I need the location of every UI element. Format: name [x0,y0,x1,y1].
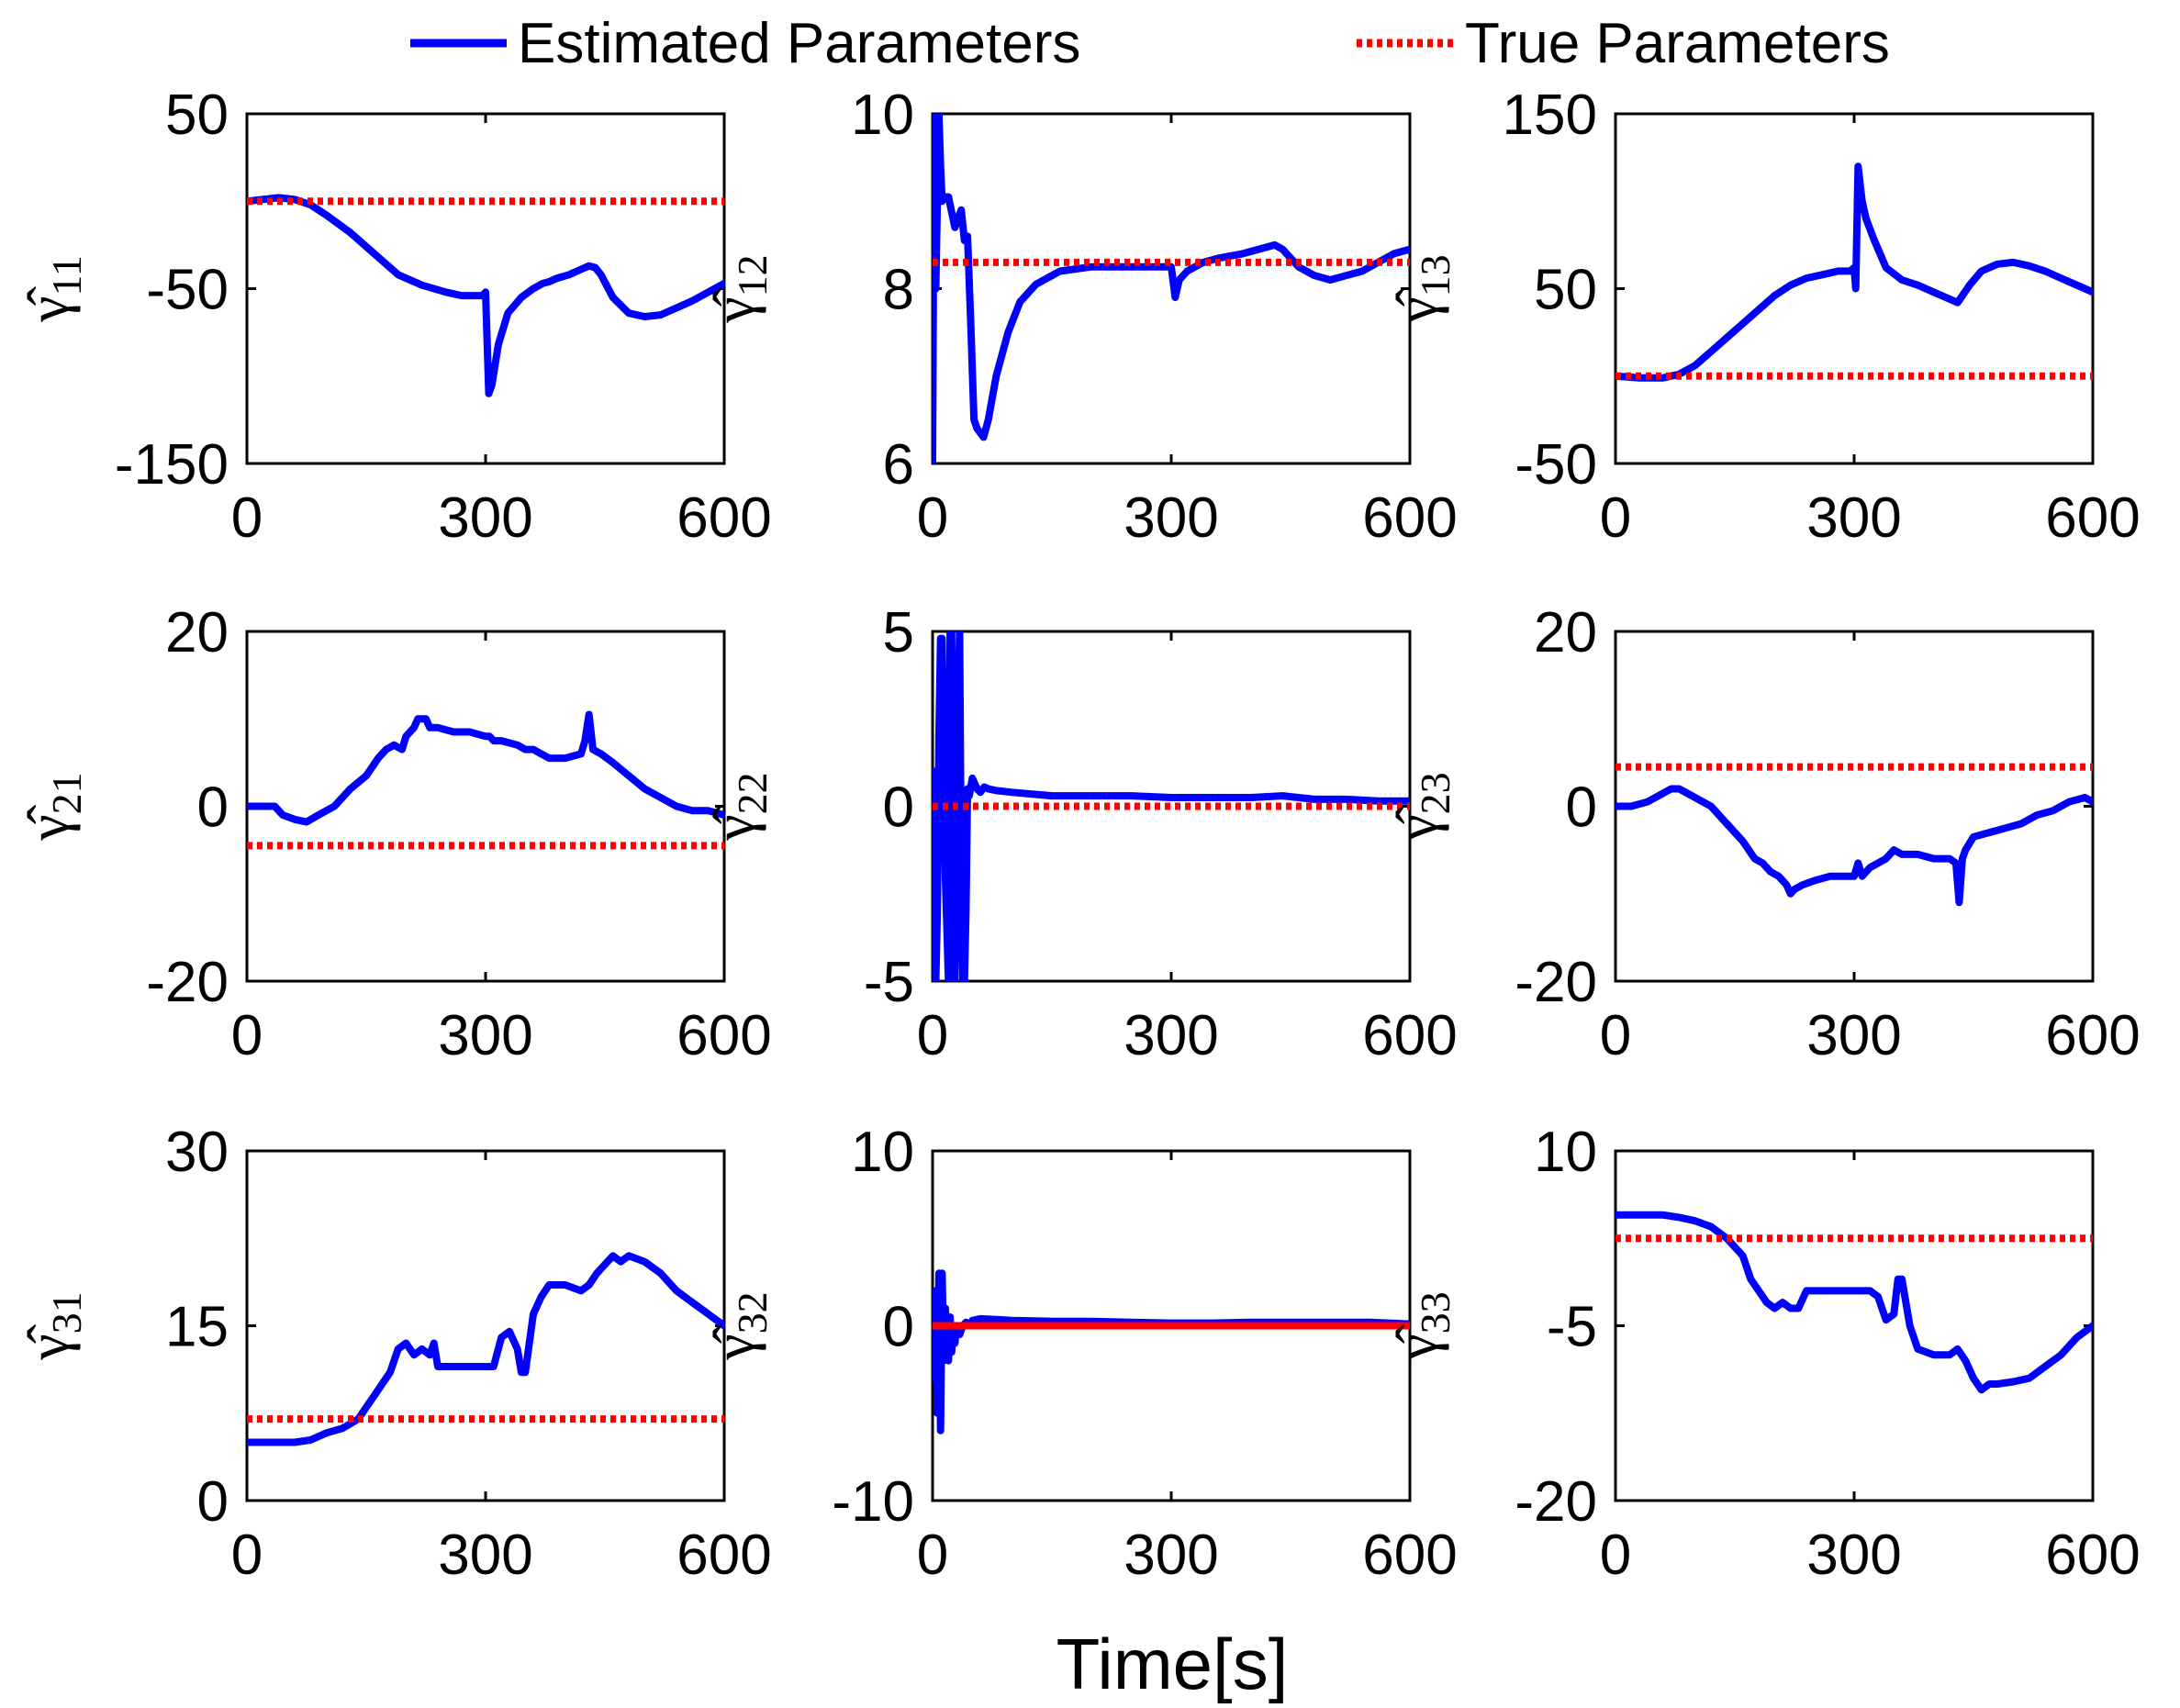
gamma-22-xtick-label: 0 [917,1004,948,1067]
gamma-23-ytick-label: 0 [1566,776,1597,840]
gamma-11-ytick-label: -150 [115,433,229,497]
gamma-21-xtick-label: 300 [438,1004,532,1067]
gamma-32-xtick-label: 600 [1362,1524,1457,1587]
gamma-11-xtick-label: 0 [231,486,263,550]
gamma-22-ylabel-subscript: 22 [729,772,776,814]
x-axis-label: Time[s] [1056,1624,1289,1704]
gamma-23-ytick-label: -20 [1515,951,1597,1014]
gamma-13-xtick-label: 300 [1806,486,1901,550]
gamma-33-axes-box [1615,1151,2093,1501]
gamma-32-ytick-label: 10 [851,1121,914,1184]
gamma-22-xtick-label: 600 [1362,1004,1457,1067]
gamma-31-ylabel-subscript: 31 [43,1291,90,1334]
gamma-11-estimated-line [247,197,724,393]
gamma-13-xtick-label: 600 [2045,486,2140,550]
gamma-11-xtick-label: 300 [438,486,532,550]
gamma-21-axes-box [247,631,724,981]
gamma-12-ylabel-subscript: 12 [729,254,776,296]
gamma-11-xtick-label: 600 [676,486,771,550]
gamma-31-ylabel: γ̂31 [16,1291,90,1360]
legend: Estimated Parameters True Parameters [410,12,1890,75]
gamma-12-xtick-label: 300 [1124,486,1218,550]
gamma-33-ytick-label: 10 [1534,1121,1597,1184]
gamma-21-ylabel-subscript: 21 [43,772,90,814]
gamma-22-ytick-label: 5 [883,601,914,664]
subplot-gamma-13: 0 300 600 -50 50 150 γ̂13 [1384,84,2141,550]
gamma-22-ylabel: γ̂22 [701,772,776,841]
gamma-23-ytick-label: 20 [1534,601,1597,664]
gamma-21-xtick-label: 600 [676,1004,771,1067]
gamma-13-ylabel: γ̂13 [1384,254,1459,323]
gamma-11-ytick-label: -50 [146,259,229,322]
gamma-31-ytick-label: 0 [197,1470,229,1534]
gamma-23-xtick-label: 600 [2045,1004,2140,1067]
gamma-32-xtick-label: 300 [1124,1524,1218,1587]
gamma-23-ylabel-subscript: 23 [1412,772,1459,814]
gamma-23-xtick-label: 300 [1806,1004,1901,1067]
gamma-21-xtick-label: 0 [231,1004,263,1067]
gamma-13-estimated-line [1615,166,2093,378]
gamma-21-ytick-label: -20 [146,951,229,1014]
gamma-13-ytick-label: 50 [1534,259,1597,322]
gamma-33-xtick-label: 300 [1806,1524,1901,1587]
gamma-23-estimated-line [1615,789,2093,903]
gamma-22-xtick-label: 300 [1124,1004,1218,1067]
gamma-33-ytick-label: -5 [1547,1296,1597,1359]
gamma-12-ytick-label: 6 [883,433,914,497]
gamma-32-ylabel: γ̂32 [701,1291,776,1360]
gamma-13-xtick-label: 0 [1600,486,1631,550]
gamma-31-xtick-label: 300 [438,1524,532,1587]
figure-canvas: Estimated Parameters True Parameters 0 30… [0,0,2180,1708]
gamma-31-ytick-label: 30 [165,1121,229,1184]
gamma-31-estimated-line [247,1256,724,1442]
legend-estimated-label: Estimated Parameters [518,12,1080,75]
gamma-23-axes-box [1615,631,2093,981]
subplot-gamma-31: 0 300 600 0 15 30 γ̂31 [16,1121,772,1587]
gamma-21-ylabel: γ̂21 [16,772,90,841]
gamma-31-axes-box [247,1151,724,1501]
gamma-13-ytick-label: 150 [1503,84,1597,147]
subplot-gamma-11: 0 300 600 -150 -50 50 γ̂11 [16,84,772,550]
gamma-13-ytick-label: -50 [1515,433,1597,497]
gamma-33-xtick-label: 0 [1600,1524,1631,1587]
gamma-21-ytick-label: 0 [197,776,229,840]
gamma-23-xtick-label: 0 [1600,1004,1631,1067]
gamma-32-ytick-label: -10 [832,1470,914,1534]
gamma-13-ylabel-subscript: 13 [1412,254,1459,296]
gamma-33-ylabel-subscript: 33 [1412,1291,1459,1334]
gamma-31-xtick-label: 0 [231,1524,263,1587]
gamma-22-ytick-label: -5 [864,951,914,1014]
gamma-33-ytick-label: -20 [1515,1470,1597,1534]
gamma-12-xtick-label: 600 [1362,486,1457,550]
gamma-32-ylabel-subscript: 32 [729,1291,776,1334]
gamma-32-ytick-label: 0 [883,1296,914,1359]
gamma-32-estimated-line [933,1273,1410,1431]
gamma-32-xtick-label: 0 [917,1524,948,1587]
gamma-33-xtick-label: 600 [2045,1524,2140,1587]
gamma-12-estimated-line [933,114,1410,463]
gamma-23-ylabel: γ̂23 [1384,772,1459,841]
gamma-12-xtick-label: 0 [917,486,948,550]
gamma-22-ytick-label: 0 [883,776,914,840]
gamma-11-ylabel-subscript: 11 [43,255,90,296]
legend-true-label: True Parameters [1465,12,1890,75]
gamma-12-ytick-label: 10 [851,84,914,147]
gamma-31-xtick-label: 600 [676,1524,771,1587]
gamma-11-ytick-label: 50 [165,84,229,147]
gamma-31-ytick-label: 15 [165,1296,229,1359]
gamma-11-ylabel: γ̂11 [16,255,90,323]
gamma-12-ytick-label: 8 [883,259,914,322]
gamma-21-ytick-label: 20 [165,601,229,664]
gamma-21-estimated-line [247,715,724,822]
